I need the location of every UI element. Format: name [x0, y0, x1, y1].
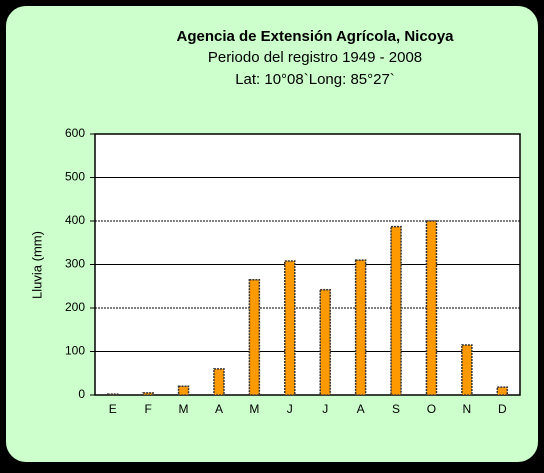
bar — [284, 260, 296, 396]
x-tick-label: O — [427, 402, 436, 416]
y-tick-label: 300 — [65, 257, 85, 271]
y-tick-label: 100 — [65, 344, 85, 358]
bar — [496, 386, 509, 396]
y-tick-label: 500 — [65, 170, 85, 184]
chart-title: Agencia de Extensión Agrícola, Nicoya — [176, 28, 454, 45]
y-tick-label: 600 — [65, 126, 85, 140]
bar — [106, 393, 119, 396]
bar — [354, 259, 367, 396]
x-tick-label: D — [498, 402, 507, 416]
x-tick-label: J — [322, 402, 328, 416]
x-tick-label: E — [109, 402, 117, 416]
y-tick-label: 400 — [65, 213, 85, 227]
x-tick-label: F — [144, 402, 151, 416]
x-tick-label: M — [179, 402, 189, 416]
x-tick-label: A — [357, 402, 365, 416]
bar — [142, 392, 154, 396]
bar — [319, 288, 331, 396]
y-tick-label: 0 — [78, 387, 85, 401]
bar — [177, 385, 190, 396]
bar — [425, 220, 438, 396]
x-tick-label: S — [392, 402, 400, 416]
x-tick-label: M — [249, 402, 259, 416]
x-tick-label: J — [287, 402, 293, 416]
bar — [390, 225, 402, 396]
chart-subtitle: Periodo del registro 1949 - 2008 — [208, 49, 422, 66]
annotation: Lat: 10°08`Long: 85°27` — [235, 71, 395, 88]
x-tick-label: N — [463, 402, 472, 416]
bar — [461, 344, 473, 396]
bar — [213, 368, 225, 396]
y-tick-label: 200 — [65, 300, 85, 314]
x-tick-label: A — [215, 402, 223, 416]
bar — [248, 278, 261, 396]
y-axis-label: Lluvia (mm) — [29, 231, 44, 299]
